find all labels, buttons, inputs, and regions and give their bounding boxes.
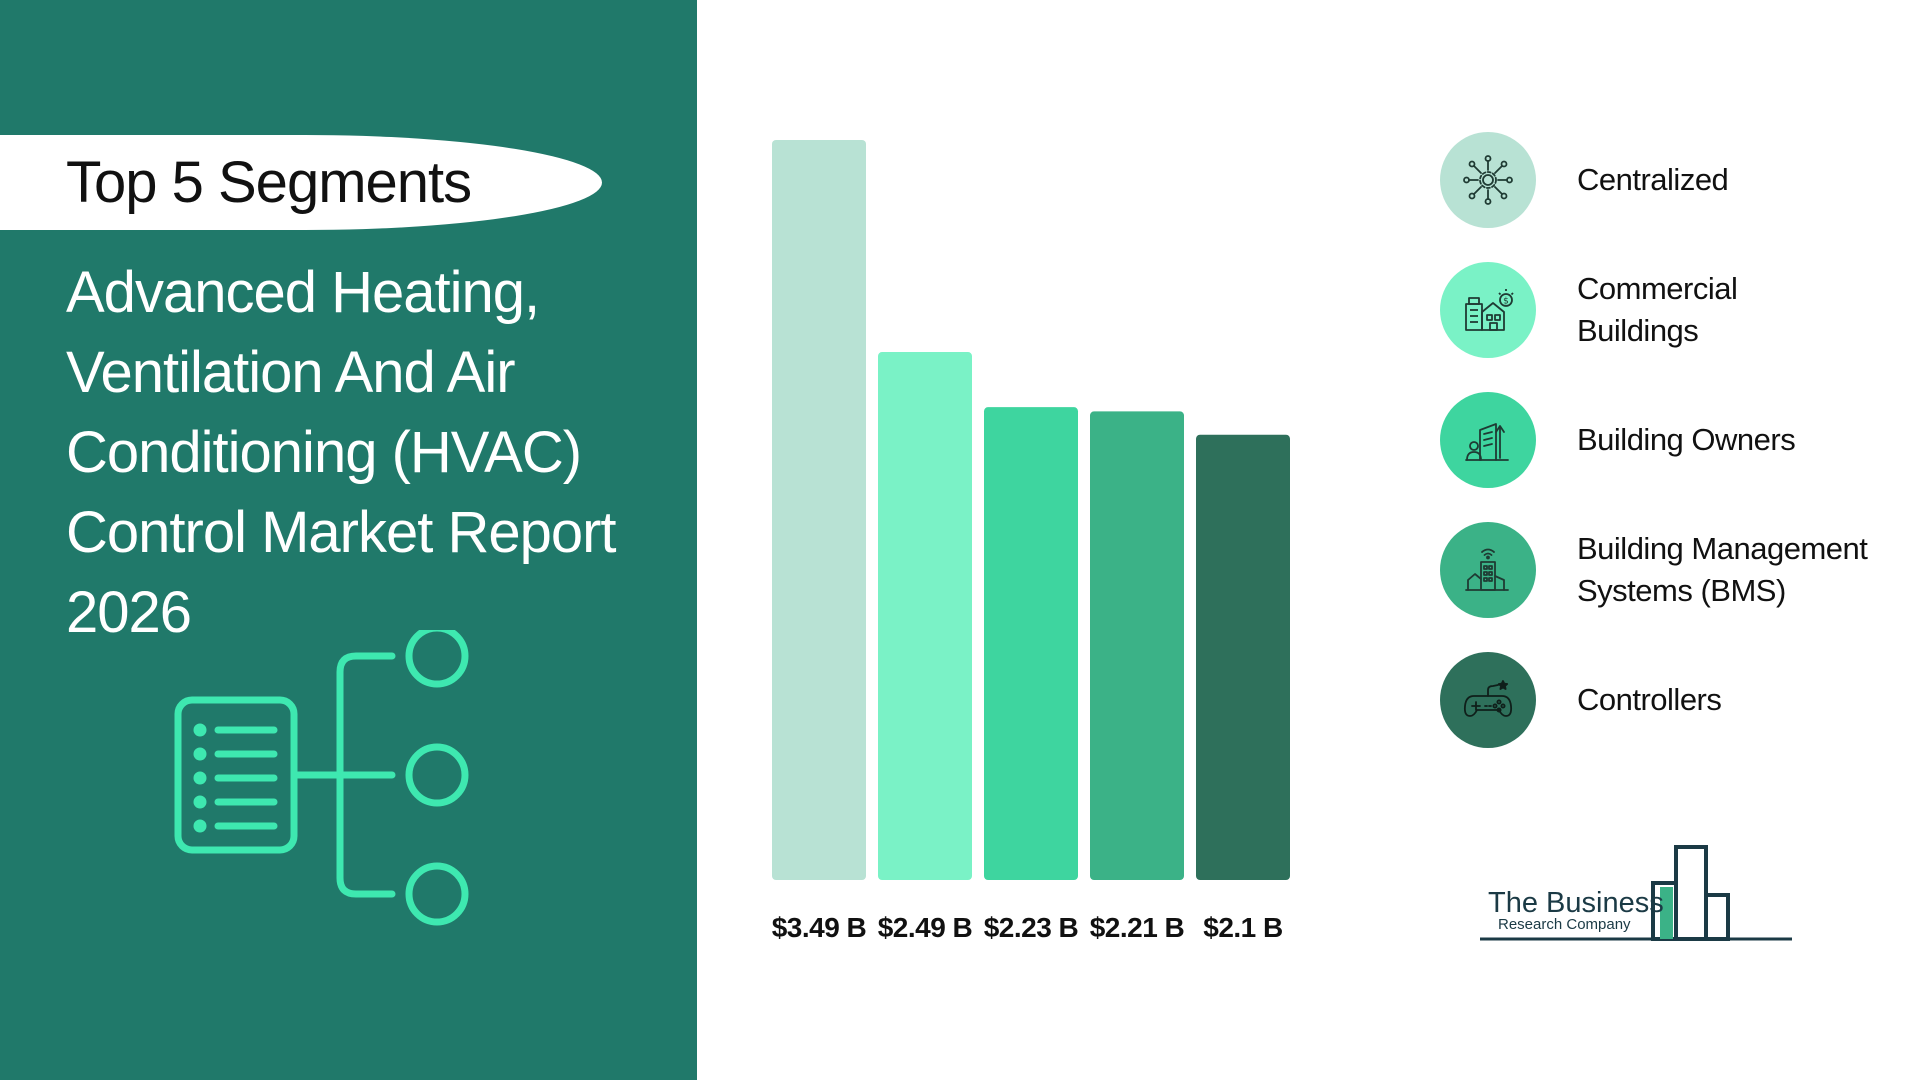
legend-label-line: Buildings: [1577, 313, 1699, 348]
bar-chart: $3.49 B $2.49 B $2.23 B $2.21 B $2.1 B: [772, 140, 1290, 943]
legend-item-commercial-buildings: $ Commercial Buildings: [1440, 262, 1910, 358]
title-pill: [0, 135, 602, 230]
pill-title: Top 5 Segments: [66, 150, 472, 215]
legend-label: Controllers: [1577, 652, 1907, 748]
legend-label-line: Centralized: [1577, 162, 1729, 197]
bar: [984, 407, 1078, 880]
logo-text: The Business: [1488, 887, 1664, 919]
network-gear-icon: [1440, 132, 1536, 228]
bar-value-label: $2.49 B: [878, 912, 973, 943]
report-title-line: Ventilation And Air: [66, 340, 516, 405]
commercial-buildings-icon: $: [1440, 262, 1536, 358]
building-owner-icon: [1440, 392, 1536, 488]
legend-label-line: Building Owners: [1577, 422, 1796, 457]
bar: [772, 140, 866, 880]
legend-label: Building Management Systems (BMS): [1577, 522, 1907, 618]
gamepad-icon: [1440, 652, 1536, 748]
bar-value-label: $2.23 B: [984, 912, 1079, 943]
legend-label: Building Owners: [1577, 392, 1907, 488]
legend-label: Commercial Buildings: [1577, 262, 1907, 358]
bar-value-label: $3.49 B: [772, 912, 867, 943]
left-panel: Top 5 Segments Advanced Heating, Ventila…: [0, 0, 697, 1080]
legend-label: Centralized: [1577, 132, 1907, 228]
svg-text:$: $: [1503, 297, 1509, 307]
bar-value-label: $2.21 B: [1090, 912, 1185, 943]
bar: [1090, 411, 1184, 880]
logo-bars-graphic: [1480, 845, 1792, 941]
legend-label-line: Systems (BMS): [1577, 573, 1786, 608]
smart-building-icon: [1440, 522, 1536, 618]
legend-label-line: Commercial: [1577, 271, 1738, 306]
segments-list-icon: [174, 630, 469, 926]
legend-item-building-owners: Building Owners: [1440, 392, 1910, 488]
legend-label-line: Building Management: [1577, 531, 1868, 566]
report-title-line: Advanced Heating,: [66, 260, 540, 325]
legend-item-controllers: Controllers: [1440, 652, 1910, 748]
logo-subtext: Research Company: [1498, 916, 1631, 933]
company-logo: The Business Research Company: [1480, 845, 1800, 945]
legend-label-line: Controllers: [1577, 682, 1722, 717]
bar: [878, 352, 972, 880]
report-title-line: 2026: [66, 580, 192, 645]
legend-item-bms: Building Management Systems (BMS): [1440, 522, 1910, 618]
legend-item-centralized: Centralized: [1440, 132, 1910, 228]
report-title-line: Conditioning (HVAC): [66, 420, 582, 485]
report-title-line: Control Market Report: [66, 500, 617, 565]
bar-value-label: $2.1 B: [1203, 912, 1283, 943]
bar: [1196, 434, 1290, 880]
report-title: Advanced Heating, Ventilation And Air Co…: [66, 253, 666, 653]
